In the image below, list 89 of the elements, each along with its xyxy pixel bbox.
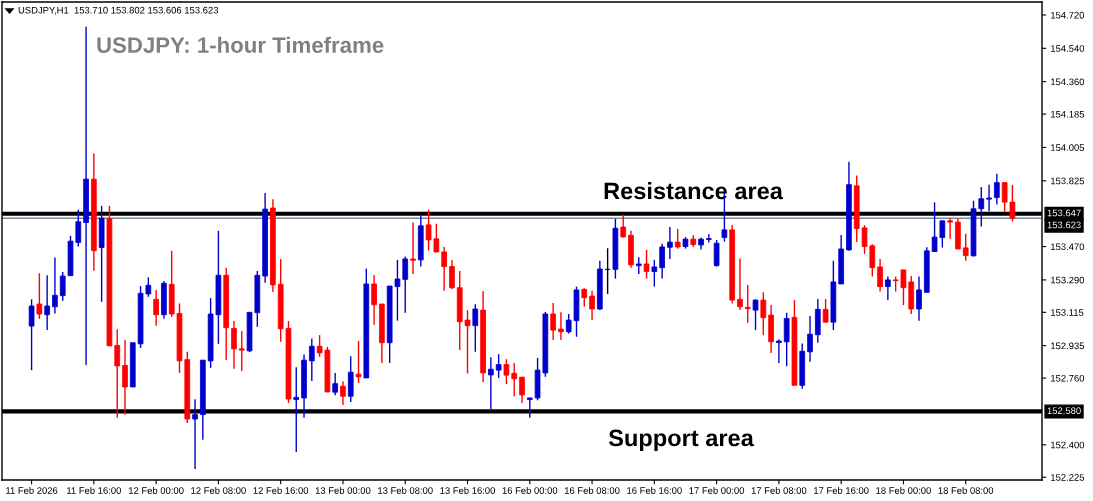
y-tick-label: 152.760: [1051, 374, 1085, 382]
x-tick-label: 11 Feb 16:00: [67, 486, 121, 494]
candlestick: [371, 274, 377, 326]
candlestick: [114, 328, 121, 419]
candlestick: [44, 274, 50, 331]
x-tick-label: 16 Feb 00:00: [502, 486, 558, 494]
y-tick-label: 154.005: [1051, 144, 1085, 151]
candlestick: [744, 284, 751, 324]
candlestick: [472, 303, 479, 353]
candlestick: [308, 337, 315, 382]
candlestick: [410, 221, 416, 275]
candlestick: [705, 233, 712, 244]
ref-line-label: 153.647: [1047, 209, 1081, 217]
candlestick: [986, 183, 992, 213]
x-tick-label: 18 Feb 00:00: [876, 486, 931, 494]
x-tick-label: 17 Feb 16:00: [814, 486, 869, 494]
candlestick: [885, 275, 891, 301]
annotation: Resistance area: [604, 182, 784, 200]
candlestick: [760, 291, 767, 336]
candlestick: [36, 272, 43, 320]
candlestick: [962, 233, 969, 262]
y-tick-label: 154.185: [1051, 110, 1085, 118]
candlestick: [231, 320, 237, 370]
annotation: Support area: [608, 429, 754, 452]
candlestick: [122, 339, 128, 416]
x-tick-label: 18 Feb 08:00: [938, 486, 994, 494]
candlestick: [511, 362, 518, 397]
candlestick: [659, 243, 665, 280]
candlestick: [441, 246, 447, 292]
y-tick-label: 152.935: [1051, 342, 1085, 350]
annotation: USDJPY,H1 153.710 153.802 153.606 153.623: [18, 6, 218, 15]
candlestick: [589, 289, 595, 321]
x-tick-label: 13 Feb 16:00: [440, 486, 495, 494]
candlestick: [52, 256, 58, 315]
x-tick-label: 17 Feb 08:00: [751, 486, 807, 494]
y-tick-label: 153.115: [1051, 309, 1084, 316]
candlestick: [192, 398, 198, 470]
candlestick: [916, 275, 922, 322]
x-tick-label: 17 Feb 00:00: [689, 486, 745, 494]
candlestick: [651, 259, 658, 288]
candlestick: [877, 258, 883, 293]
x-tick-label: 12 Feb 00:00: [129, 486, 184, 494]
candlestick: [667, 226, 673, 260]
candlestick: [550, 302, 556, 341]
candlestick: [674, 228, 681, 250]
candlestick: [332, 372, 339, 397]
candlestick: [340, 380, 346, 406]
x-tick-label: 11 Feb 2026: [6, 486, 58, 494]
candlestick: [713, 239, 720, 268]
x-tick-label: 16 Feb 08:00: [564, 486, 620, 494]
y-tick-label: 154.720: [1051, 11, 1085, 19]
text: USDJPY: 1-hour Timeframe: [97, 36, 384, 53]
candlestick: [293, 366, 300, 453]
candlestick: [994, 173, 1000, 206]
candlestick: [488, 356, 494, 410]
y-tick-label: 153.290: [1051, 276, 1085, 284]
candlestick: [752, 298, 759, 331]
candlestick: [581, 287, 588, 308]
candlestick: [355, 340, 362, 384]
candlestick: [558, 311, 564, 341]
ref-line-label: 153.623: [1047, 221, 1081, 229]
candlestick: [28, 298, 35, 371]
x-tick-label: 12 Feb 08:00: [191, 486, 246, 494]
candlestick: [947, 217, 953, 240]
candlestick: [153, 289, 159, 327]
y-tick-label: 154.360: [1051, 78, 1085, 86]
candlestick: [449, 259, 455, 291]
x-tick-label: 13 Feb 00:00: [315, 486, 371, 494]
x-tick-label: 16 Feb 16:00: [627, 486, 682, 494]
x-tick-label: 12 Feb 16:00: [253, 486, 309, 494]
x-tick-label: 13 Feb 08:00: [378, 486, 433, 494]
ref-line-label: 152.580: [1047, 407, 1081, 414]
candlestick: [807, 315, 813, 363]
candlestick: [495, 353, 502, 379]
candlestick: [822, 298, 829, 324]
candlestick: [503, 358, 510, 385]
candlestick: [519, 376, 525, 404]
candlestick: [643, 249, 650, 280]
candlestick: [737, 257, 743, 311]
y-tick-label: 153.470: [1051, 243, 1085, 251]
y-tick-label: 152.400: [1051, 441, 1085, 449]
y-tick-label: 153.825: [1051, 177, 1085, 185]
candlestick: [238, 330, 245, 372]
candlestick: [526, 397, 533, 419]
candlestick: [776, 338, 782, 364]
y-tick-label: 154.540: [1051, 45, 1085, 52]
y-tick-label: 152.225: [1051, 474, 1085, 481]
candlestick: [620, 213, 627, 239]
candlestick: [783, 312, 790, 367]
